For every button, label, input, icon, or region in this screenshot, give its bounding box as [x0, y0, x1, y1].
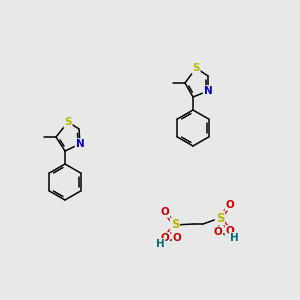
Text: O: O	[226, 200, 234, 210]
Text: O: O	[214, 227, 222, 237]
Text: O: O	[160, 233, 169, 243]
Text: H: H	[156, 239, 164, 249]
Text: S: S	[192, 63, 200, 73]
Text: S: S	[216, 212, 224, 224]
Text: O: O	[226, 226, 234, 236]
Text: N: N	[204, 86, 212, 96]
Text: S: S	[64, 117, 72, 127]
Text: H: H	[230, 233, 238, 243]
Text: O: O	[160, 207, 169, 217]
Text: S: S	[171, 218, 179, 232]
Text: N: N	[76, 139, 84, 149]
Text: O: O	[172, 233, 182, 243]
